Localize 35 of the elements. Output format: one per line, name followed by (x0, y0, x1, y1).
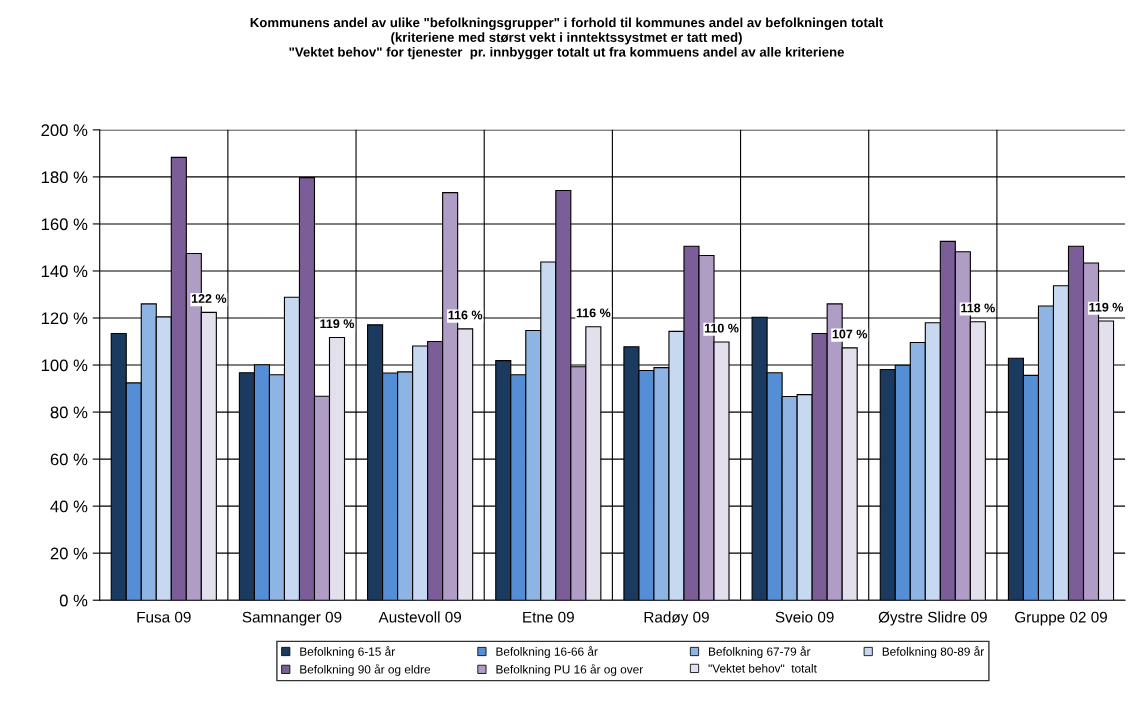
annotation: 116 % (448, 310, 483, 320)
legend-label: Befolkning PU 16 år og over (496, 663, 643, 676)
legend-label: Befolkning 80-89 år (882, 646, 984, 659)
y-tick-label: 0 % (59, 594, 88, 607)
x-tick-label: Radøy 09 (644, 611, 709, 626)
y-tick-label: 120 % (41, 312, 88, 325)
legend-label: Befolkning 6-15 år (300, 646, 395, 659)
x-tick-label: Sveio 09 (775, 611, 834, 623)
legend-label: Befolkning 16-66 år (496, 646, 598, 659)
annotation: 110 % (704, 323, 739, 333)
y-tick-label: 200 % (41, 124, 88, 137)
y-tick-label: 140 % (41, 265, 88, 278)
y-tick-label: 80 % (50, 406, 88, 419)
y-tick-label: 100 % (41, 359, 88, 372)
y-tick-label: 40 % (50, 500, 88, 513)
legend-label: Befolkning 90 år og eldre (300, 663, 431, 676)
annotation: 119 % (1089, 302, 1124, 312)
x-tick-label: Austevoll 09 (378, 611, 462, 623)
legend-label: "Vektet behov" totalt (708, 663, 817, 673)
x-tick-label: Fusa 09 (137, 611, 191, 623)
annotation: 118 % (961, 303, 995, 313)
legend-label: Befolkning 67-79 år (709, 646, 811, 659)
x-tick-label: Etne 09 (523, 611, 574, 623)
y-tick-label: 180 % (41, 171, 88, 184)
x-tick-label: Øystre Slidre 09 (878, 611, 987, 626)
annotation: 119 % (320, 319, 355, 329)
y-tick-label: 60 % (50, 453, 88, 466)
annotation: 116 % (576, 308, 611, 318)
x-tick-label: Samnanger 09 (242, 611, 342, 626)
x-tick-label: Gruppe 02 09 (1015, 611, 1107, 626)
annotation: 122 % (191, 294, 227, 303)
chart-title: Kommunens andel av ulike "befolkningsgrupper" i forhold til kommunes andel av befolkningen totalt (kriteriene med størst vekt i inntektssystmet er tatt med) "Vektet behov" for tjenester pr. innbygger totalt ut fra kommuens andel av alle kriteriene (250, 17, 884, 60)
y-tick-label: 20 % (50, 547, 88, 560)
y-tick-label: 160 % (41, 218, 88, 231)
annotation: 107 % (832, 329, 868, 339)
